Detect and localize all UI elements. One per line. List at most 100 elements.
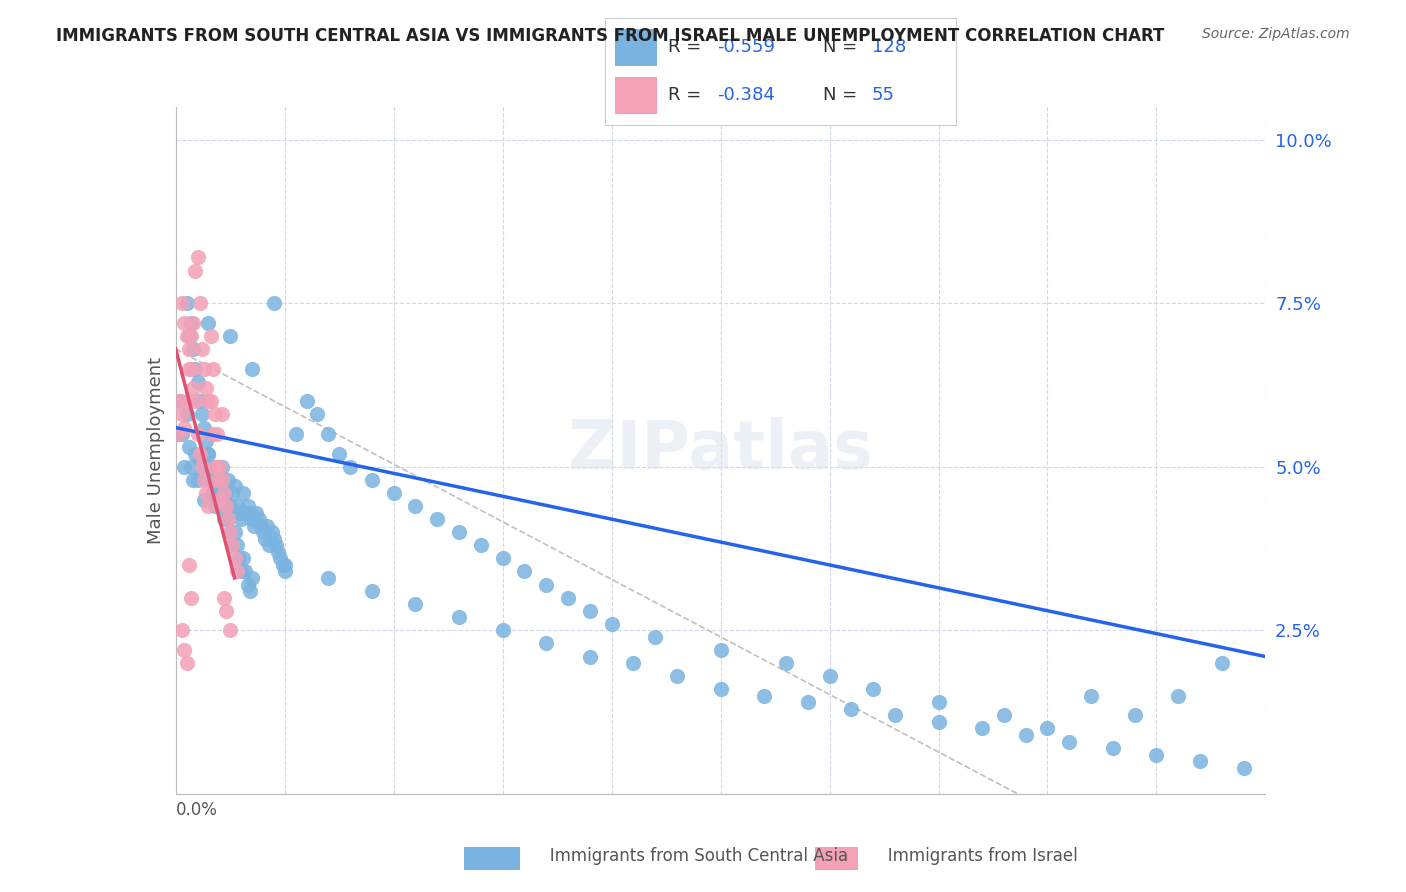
Point [211,473,233,487]
Point [208,492,231,507]
Point [172,296,194,310]
Point [195,434,218,448]
Point [191,467,214,481]
Text: ZIPatlas: ZIPatlas [568,417,873,483]
Point [339,459,361,474]
Point [318,427,340,442]
Point [219,624,242,638]
Point [211,486,233,500]
Text: IMMIGRANTS FROM SOUTH CENTRAL ASIA VS IMMIGRANTS FROM ISRAEL MALE UNEMPLOYMENT C: IMMIGRANTS FROM SOUTH CENTRAL ASIA VS IM… [56,27,1164,45]
Point [307,408,329,422]
Point [447,610,470,624]
Point [264,538,287,552]
Point [1189,754,1212,768]
Point [200,473,222,487]
Point [200,394,222,409]
Point [193,361,215,376]
Point [269,551,291,566]
Point [1123,708,1146,723]
Point [221,538,243,552]
Point [186,375,209,389]
Point [318,571,340,585]
Point [173,643,195,657]
Point [405,597,427,611]
Point [1232,761,1256,775]
Point [205,473,228,487]
Point [197,316,219,330]
Point [295,394,318,409]
Point [212,512,235,526]
Point [219,525,242,540]
Point [219,499,242,513]
Point [666,669,689,683]
Point [205,427,228,442]
Point [1080,689,1102,703]
Point [169,394,191,409]
Point [252,525,274,540]
Point [172,408,194,422]
Point [211,459,233,474]
Point [231,565,253,579]
Point [271,558,294,572]
Point [1102,741,1125,756]
Point [796,695,818,709]
Text: Immigrants from Israel: Immigrants from Israel [872,847,1077,865]
Point [243,518,266,533]
Point [579,604,602,618]
Point [186,427,209,442]
Point [217,473,239,487]
Point [221,486,243,500]
Point [841,702,863,716]
Text: R =: R = [668,86,707,103]
Point [204,459,226,474]
Point [176,394,198,409]
Point [426,512,449,526]
Point [195,486,218,500]
Point [405,499,427,513]
Point [193,473,215,487]
Point [217,512,239,526]
Point [221,538,243,552]
Point [1144,747,1167,762]
Point [267,545,290,559]
Point [232,551,254,566]
Point [169,394,191,409]
Point [176,329,198,343]
FancyBboxPatch shape [616,77,658,114]
Point [184,263,207,277]
Point [470,538,492,552]
Text: -0.384: -0.384 [717,86,775,103]
Point [754,689,776,703]
Point [513,565,536,579]
Point [239,584,262,599]
Text: N =: N = [823,37,862,55]
Point [181,381,204,395]
Point [180,591,202,605]
Point [382,486,405,500]
Point [228,506,250,520]
Text: Immigrants from South Central Asia: Immigrants from South Central Asia [534,847,848,865]
Point [188,394,211,409]
Point [1211,656,1233,670]
Point [176,408,198,422]
Point [177,361,200,376]
Point [219,525,242,540]
Point [225,499,247,513]
Point [186,251,209,265]
Point [215,486,238,500]
Point [197,447,219,461]
Point [181,316,204,330]
Point [193,420,215,434]
Point [188,453,211,467]
Point [212,499,235,513]
Point [360,584,382,599]
Point [176,296,198,310]
Point [1057,734,1080,748]
Point [204,459,226,474]
Point [186,473,209,487]
Point [205,479,228,493]
Point [177,329,200,343]
Point [219,329,242,343]
Point [176,656,198,670]
Point [204,499,226,513]
